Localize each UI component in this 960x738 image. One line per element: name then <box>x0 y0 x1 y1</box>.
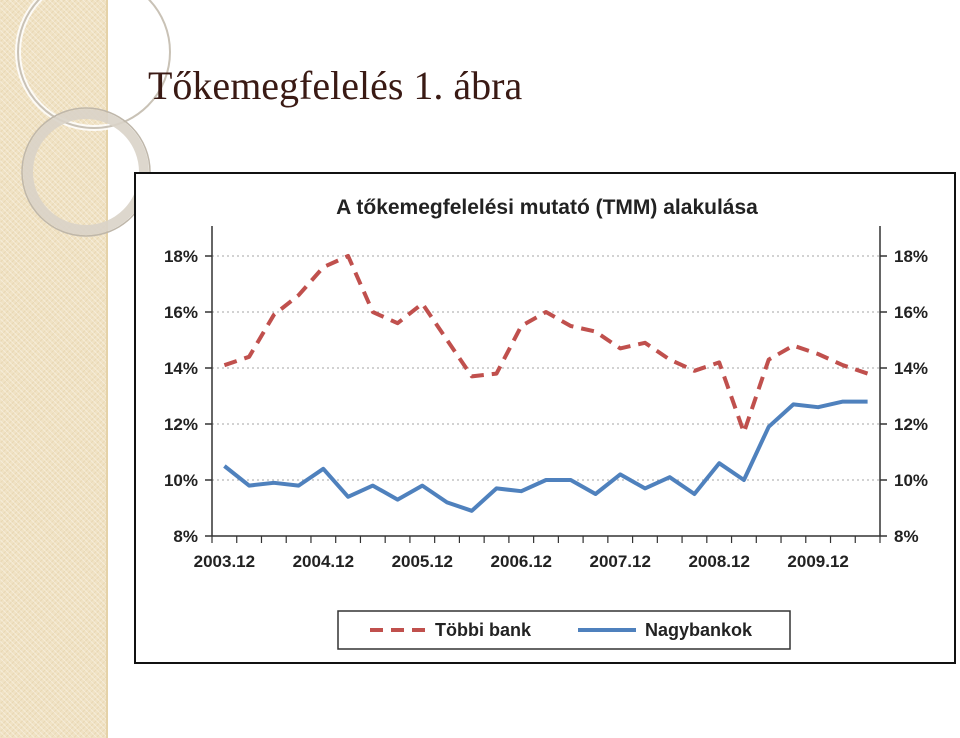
legend: Többi bank Nagybankok <box>337 610 791 650</box>
y-tick-label-right: 10% <box>894 471 928 490</box>
x-tick-label: 2008.12 <box>688 552 749 571</box>
chart-frame: A tőkemegfelelési mutató (TMM) alakulása… <box>134 172 956 664</box>
axes: 18% 18% 16% 16% 14% 14% 12% 12% 10% 10% 8% 8% 2003.1… <box>164 226 928 571</box>
y-tick-label-right: 8% <box>894 527 919 546</box>
x-tick-label: 2009.12 <box>787 552 848 571</box>
chart-title: A tőkemegfelelési mutató (TMM) alakulása <box>336 196 758 219</box>
side-strip-edge <box>106 0 108 738</box>
legend-label: Nagybankok <box>645 620 753 640</box>
y-tick-label-right: 14% <box>894 359 928 378</box>
x-tick-label: 2005.12 <box>392 552 453 571</box>
y-tick-label-left: 14% <box>164 359 198 378</box>
y-tick-label-left: 10% <box>164 471 198 490</box>
y-tick-label-right: 18% <box>894 247 928 266</box>
y-tick-label-left: 8% <box>173 527 198 546</box>
legend-label: Többi bank <box>435 620 532 640</box>
y-tick-label-right: 16% <box>894 303 928 322</box>
line-chart: A tőkemegfelelési mutató (TMM) alakulása… <box>164 196 928 650</box>
series-lines <box>223 254 869 513</box>
series-line-többi-bank <box>223 254 869 435</box>
y-tick-label-left: 18% <box>164 247 198 266</box>
series-line-nagybankok <box>223 399 868 513</box>
y-tick-label-left: 12% <box>164 415 198 434</box>
x-tick-label: 2007.12 <box>589 552 650 571</box>
y-tick-label-right: 12% <box>894 415 928 434</box>
grid-lines <box>212 255 880 481</box>
x-tick-label: 2006.12 <box>491 552 552 571</box>
slide-title: Tőkemegfelelés 1. ábra <box>148 63 523 108</box>
x-tick-label: 2004.12 <box>293 552 354 571</box>
x-tick-label: 2003.12 <box>194 552 255 571</box>
y-tick-label-left: 16% <box>164 303 198 322</box>
